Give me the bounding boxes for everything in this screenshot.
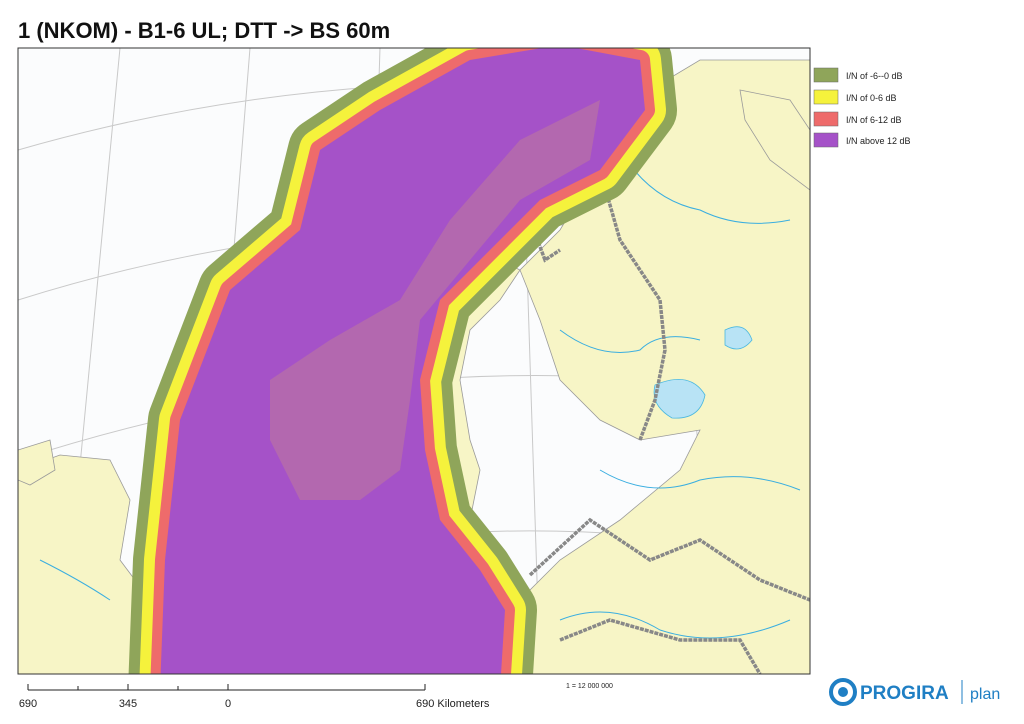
logo: PROGIRA plan (829, 678, 1000, 706)
scale-label: 0 (225, 698, 231, 710)
scale-label: 690 Kilometers (416, 698, 490, 710)
map (18, 48, 810, 674)
scale-label: 345 (119, 698, 137, 710)
legend-label: I/N of 0-6 dB (846, 93, 897, 103)
legend-label: I/N of 6-12 dB (846, 115, 902, 125)
scale-bar (27, 684, 426, 691)
legend-label: I/N of -6--0 dB (846, 71, 903, 81)
legend: I/N of -6--0 dB I/N of 0-6 dB I/N of 6-1… (813, 67, 911, 148)
logo-suffix: plan (970, 686, 1000, 703)
scale-label: 690 (19, 698, 37, 710)
scale-ratio: 1 = 12 000 000 (566, 683, 613, 690)
legend-label: I/N above 12 dB (846, 136, 911, 146)
logo-name: PROGIRA (860, 683, 949, 704)
title: 1 (NKOM) - B1-6 UL; DTT -> BS 60m (18, 18, 390, 43)
